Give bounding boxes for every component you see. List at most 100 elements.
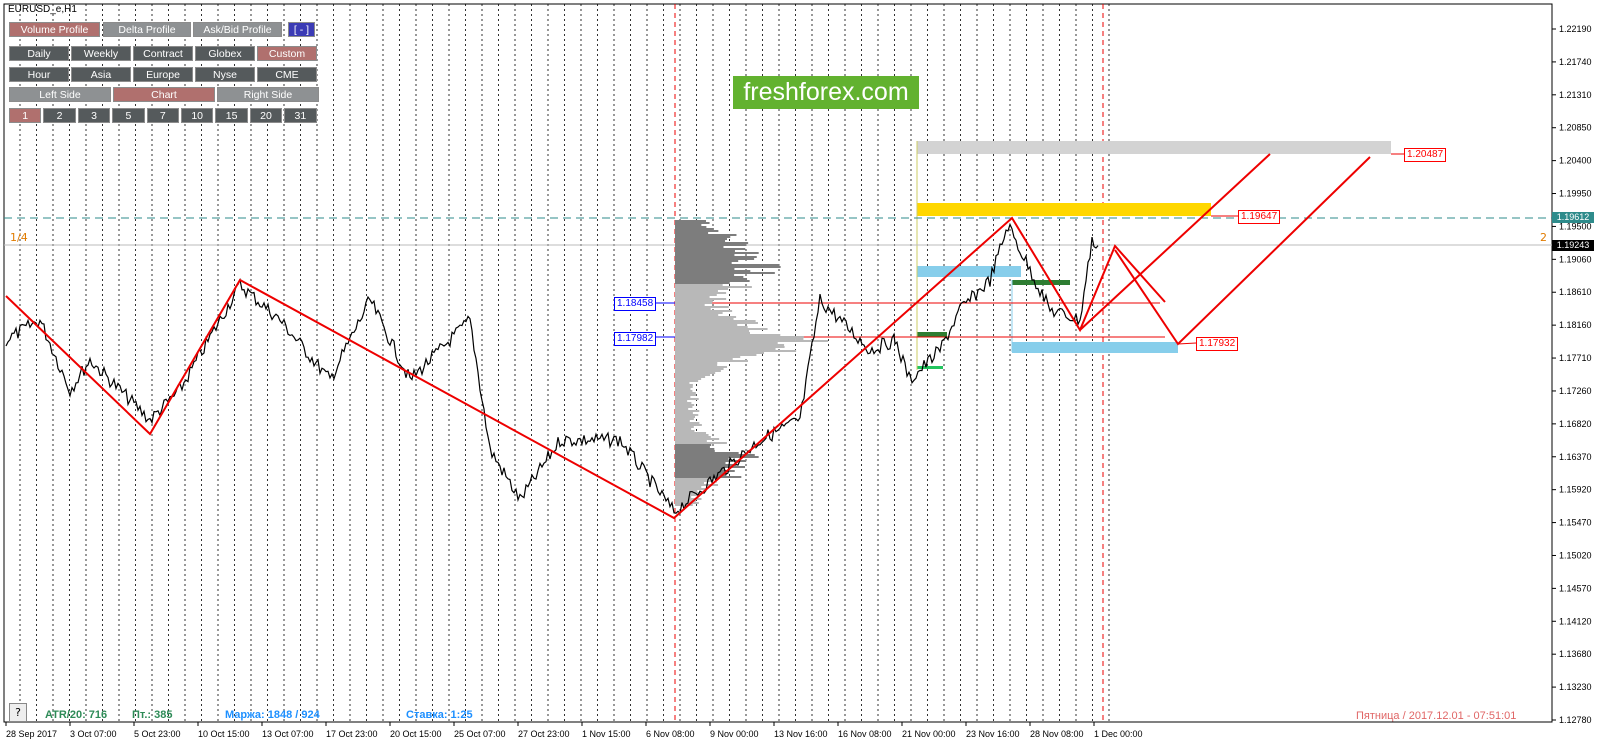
- datetime-readout: Пятница / 2017.12.01 - 07:51:01: [1356, 710, 1517, 722]
- count-btn-10[interactable]: 10: [181, 108, 214, 123]
- green-marker: [917, 332, 947, 337]
- side-btn-right-side[interactable]: Right Side: [217, 87, 319, 102]
- volume-profile-bar: [675, 342, 778, 344]
- time-tick-label: 13 Nov 16:00: [774, 729, 828, 739]
- volume-profile-bar: [675, 272, 775, 274]
- price-tick-label: 1.19060: [1559, 254, 1592, 264]
- volume-profile-bar: [675, 228, 714, 230]
- volume-profile-bar: [675, 486, 702, 488]
- volume-profile-bar: [675, 270, 751, 272]
- teal-line-price: 1.19612: [1552, 212, 1594, 223]
- volume-profile-bar: [675, 244, 747, 246]
- volume-profile-bar: [675, 472, 727, 474]
- volume-profile-bar: [675, 442, 727, 444]
- session-btn-asia[interactable]: Asia: [71, 67, 131, 82]
- price-tick-label: 1.19500: [1559, 221, 1592, 231]
- session-btn-cme[interactable]: CME: [257, 67, 317, 82]
- volume-profile-bar: [675, 444, 712, 446]
- volume-profile-bar: [675, 470, 735, 472]
- brand-logo: freshforex.com: [733, 76, 919, 109]
- volume-profile-bar: [675, 354, 757, 356]
- session-btn-hour[interactable]: Hour: [9, 67, 69, 82]
- toolbar-btn-volume-profile[interactable]: Volume Profile: [9, 22, 100, 37]
- volume-profile-bar: [675, 346, 785, 348]
- volume-profile-bar: [675, 416, 695, 418]
- volume-profile-bar: [675, 394, 697, 396]
- time-tick-label: 21 Nov 00:00: [902, 729, 956, 739]
- side-btn-chart[interactable]: Chart: [113, 87, 215, 102]
- session-btn-nyse[interactable]: Nyse: [195, 67, 255, 82]
- count-btn-31[interactable]: 31: [284, 108, 317, 123]
- period-btn-daily[interactable]: Daily: [9, 46, 69, 61]
- volume-profile-bar: [675, 480, 712, 482]
- side-btn-left-side[interactable]: Left Side: [9, 87, 111, 102]
- volume-profile-bar: [675, 240, 726, 242]
- volume-profile-bar: [675, 396, 691, 398]
- atr-readout: ATR/20: 716: [45, 709, 108, 721]
- volume-profile-bar: [675, 490, 698, 492]
- volume-profile-bar: [675, 340, 828, 342]
- level-label-red-low: 1.17932: [1196, 337, 1239, 351]
- count-btn-3[interactable]: 3: [77, 108, 111, 123]
- volume-profile-bar: [675, 476, 742, 478]
- volume-profile-bar: [675, 364, 718, 366]
- volume-profile-bar: [675, 334, 781, 336]
- price-tick-label: 1.18160: [1559, 320, 1592, 330]
- count-btn-1[interactable]: 1: [9, 108, 42, 123]
- volume-profile-bar: [675, 324, 738, 326]
- count-btn-2[interactable]: 2: [43, 108, 76, 123]
- volume-profile-bar: [675, 264, 780, 266]
- points-readout: Пт.: 385: [132, 709, 173, 721]
- help-button[interactable]: ?: [9, 703, 27, 722]
- toolbar-btn-ask-bid-profile[interactable]: Ask/Bid Profile: [193, 22, 282, 37]
- toolbar-btn--[interactable]: [ - ]: [288, 22, 315, 37]
- volume-profile-bar: [675, 258, 755, 260]
- volume-profile-bar: [675, 434, 709, 436]
- volume-profile-bar: [675, 290, 718, 292]
- volume-profile-bar: [675, 464, 737, 466]
- period-btn-contract[interactable]: Contract: [133, 46, 193, 61]
- volume-profile-bar: [675, 458, 729, 460]
- time-tick-label: 25 Oct 07:00: [454, 729, 506, 739]
- volume-profile-bar: [675, 266, 781, 268]
- volume-profile-bar: [675, 482, 705, 484]
- volume-profile-bar: [675, 370, 721, 372]
- volume-profile-bar: [675, 360, 749, 362]
- volume-profile-bar: [675, 462, 726, 464]
- volume-profile-bar: [675, 294, 717, 296]
- volume-profile-bar: [675, 298, 727, 300]
- price-tick-label: 1.21740: [1559, 57, 1592, 67]
- volume-profile-bar: [675, 412, 693, 414]
- volume-profile-bar: [675, 376, 706, 378]
- price-tick-label: 1.20400: [1559, 156, 1592, 166]
- price-tick-label: 1.15920: [1559, 485, 1592, 495]
- volume-profile-bar: [675, 344, 785, 346]
- period-btn-globex[interactable]: Globex: [195, 46, 255, 61]
- price-tick-label: 1.21310: [1559, 90, 1592, 100]
- count-btn-5[interactable]: 5: [112, 108, 145, 123]
- price-tick-label: 1.14120: [1559, 616, 1592, 626]
- volume-profile-bar: [675, 282, 730, 284]
- level-label-blue-2: 1.17982: [614, 332, 657, 346]
- time-tick-label: 1 Dec 00:00: [1094, 729, 1143, 739]
- volume-profile-bar: [675, 356, 741, 358]
- price-tick-label: 1.16820: [1559, 419, 1592, 429]
- price-tick-label: 1.22190: [1559, 24, 1592, 34]
- volume-profile-bar: [675, 410, 700, 412]
- volume-profile-bar: [675, 474, 727, 476]
- volume-profile-bar: [675, 450, 715, 452]
- count-btn-20[interactable]: 20: [249, 108, 283, 123]
- count-btn-15[interactable]: 15: [215, 108, 248, 123]
- toolbar-btn-delta-profile[interactable]: Delta Profile: [103, 22, 191, 37]
- session-btn-europe[interactable]: Europe: [133, 67, 193, 82]
- volume-profile-bar: [675, 384, 693, 386]
- count-btn-7[interactable]: 7: [146, 108, 179, 123]
- volume-profile-bar: [675, 452, 739, 454]
- period-btn-weekly[interactable]: Weekly: [71, 46, 131, 61]
- volume-profile-bar: [675, 314, 719, 316]
- corner-label-left: 1/4: [10, 231, 28, 244]
- period-btn-custom[interactable]: Custom: [257, 46, 317, 61]
- volume-profile-bar: [675, 250, 735, 252]
